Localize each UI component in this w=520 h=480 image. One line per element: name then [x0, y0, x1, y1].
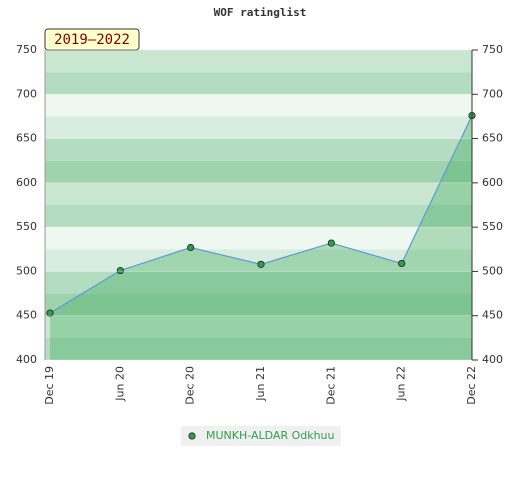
y2-tick-label: 600 — [482, 176, 503, 189]
y-tick-label: 600 — [16, 176, 37, 189]
x-tick-label: Dec 21 — [324, 366, 337, 405]
y2-tick-label: 750 — [482, 43, 503, 56]
x-tick-label: Dec 22 — [465, 366, 478, 405]
period-label: 2019–2022 — [54, 32, 130, 48]
band — [45, 271, 472, 294]
y2-tick-label: 400 — [482, 353, 503, 366]
point — [116, 266, 124, 275]
band — [45, 337, 472, 360]
y-tick-label: 700 — [16, 87, 37, 100]
y-tick-label: 650 — [16, 132, 37, 145]
legend-marker — [188, 432, 196, 440]
x-tick-label: Jun 21 — [254, 366, 267, 402]
y-tick-label: 500 — [16, 264, 37, 277]
band — [45, 160, 472, 183]
band — [45, 116, 472, 139]
band — [45, 182, 472, 205]
area — [50, 115, 472, 361]
y2-tick-label: 450 — [482, 309, 503, 322]
plot-background — [45, 50, 472, 360]
band — [45, 138, 472, 161]
band — [45, 315, 472, 338]
period-box — [44, 28, 140, 51]
point — [187, 243, 195, 252]
y2-tick-label: 700 — [482, 87, 503, 100]
point — [257, 260, 265, 268]
point — [46, 309, 54, 317]
band — [45, 50, 472, 73]
y2-tick-label: 550 — [482, 220, 503, 233]
y2-tick-label: 500 — [482, 264, 503, 277]
legend — [181, 426, 341, 446]
band — [45, 293, 472, 316]
x-tick-label: Jun 20 — [113, 366, 126, 402]
band — [45, 205, 472, 228]
y-tick-label: 550 — [16, 220, 37, 233]
band — [45, 249, 472, 272]
x-tick-label: Dec 20 — [184, 366, 197, 405]
point — [398, 259, 406, 268]
plot — [46, 111, 476, 361]
band — [45, 72, 472, 95]
band — [45, 94, 472, 117]
y-tick-label: 750 — [16, 43, 37, 56]
legend-label: MUNKH-ALDAR Odkhuu — [206, 429, 335, 442]
chart-title: WOF ratinglist — [214, 6, 307, 19]
y-tick-label: 450 — [16, 309, 37, 322]
x-tick-label: Dec 19 — [43, 366, 56, 405]
x-tick-label: Jun 22 — [395, 366, 408, 402]
y2-tick-label: 650 — [482, 132, 503, 145]
point — [327, 239, 335, 247]
y-tick-label: 400 — [16, 353, 37, 366]
band — [45, 227, 472, 250]
